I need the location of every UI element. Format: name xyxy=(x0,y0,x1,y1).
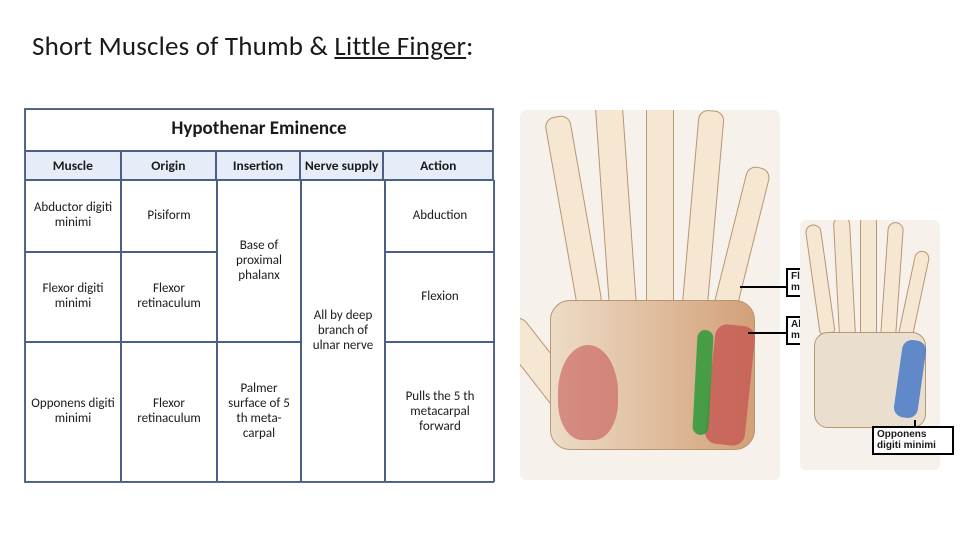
cell-insertion-merged-1-2: Base of proximal phalanx xyxy=(217,180,301,342)
cell-action-3: Pulls the 5 th metacarpal forward xyxy=(385,342,495,482)
col-header-origin: Origin xyxy=(121,151,217,181)
col-header-muscle: Muscle xyxy=(25,151,121,181)
title-underlined: Little Finger xyxy=(334,30,466,63)
cell-origin-2: Flexor retinaculum xyxy=(121,252,217,342)
page-title: Short Muscles of Thumb & Little Finger: xyxy=(32,30,474,63)
cell-action-2: Flexion xyxy=(385,252,495,342)
cell-action-1: Abduction xyxy=(385,180,495,252)
table-header-row: Muscle Origin Insertion Nerve supply Act… xyxy=(25,151,493,181)
label-opponens-digiti-minimi: Opponens digiti minimi xyxy=(872,426,954,455)
title-prefix: Short Muscles of Thumb & xyxy=(32,30,334,63)
title-suffix: : xyxy=(466,30,473,63)
col-header-insertion: Insertion xyxy=(216,151,300,181)
table-body: Abductor digiti minimi Flexor digiti min… xyxy=(25,180,493,482)
cell-muscle-1: Abductor digiti minimi xyxy=(25,180,121,252)
hypothenar-table: Hypothenar Eminence Muscle Origin Insert… xyxy=(24,108,494,483)
col-header-nerve: Nerve supply xyxy=(300,151,384,181)
cell-muscle-2: Flexor digiti minimi xyxy=(25,252,121,342)
figure-palmar-hand xyxy=(520,110,780,480)
cell-origin-3: Flexor retinaculum xyxy=(121,342,217,482)
table-caption: Hypothenar Eminence xyxy=(25,109,493,151)
col-header-action: Action xyxy=(383,151,493,181)
cell-muscle-3: Opponens digiti minimi xyxy=(25,342,121,482)
cell-insertion-3: Palmer surface of 5 th meta-carpal xyxy=(217,342,301,482)
cell-nerve-merged: All by deep branch of ulnar nerve xyxy=(301,180,385,482)
cell-origin-1: Pisiform xyxy=(121,180,217,252)
